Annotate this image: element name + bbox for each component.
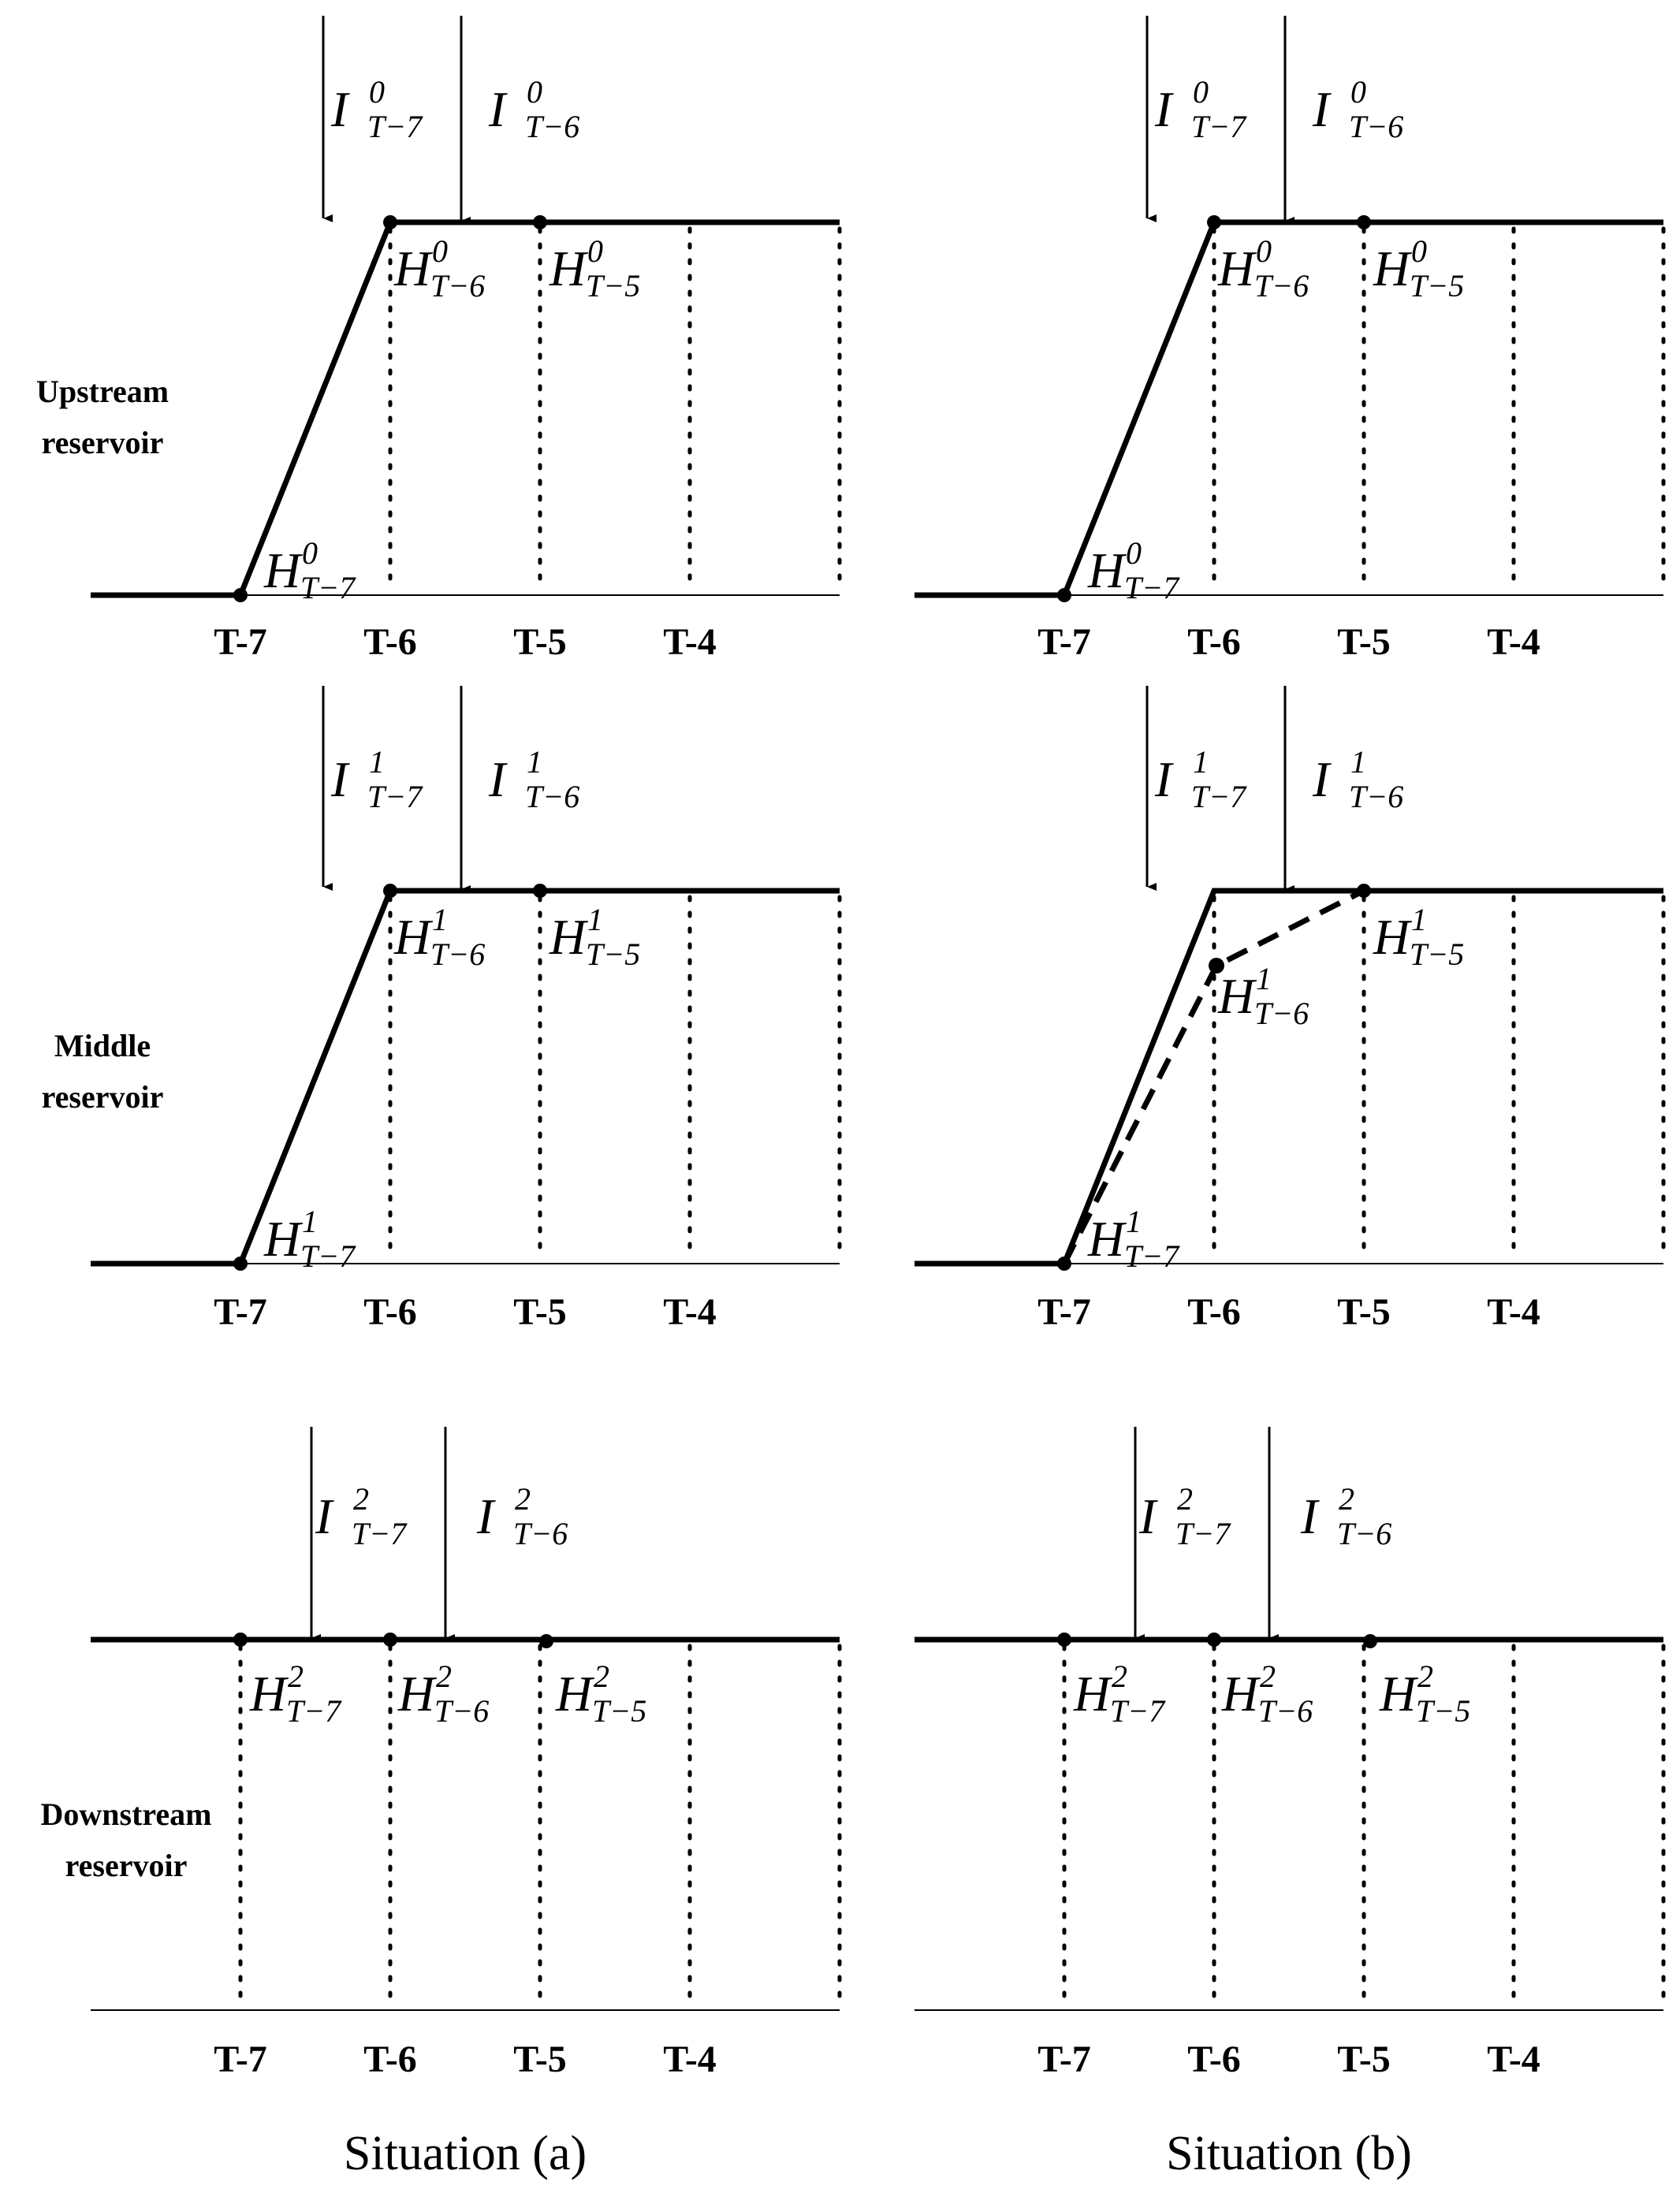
pb3-time-tick-label: T-4 [1487, 2038, 1540, 2080]
pb1-label-I-t6: I 0 T−6 [1312, 74, 1403, 144]
pb2-label-H-t5: H1 T−5 [1373, 902, 1464, 972]
pb3-time-tick-label: T-5 [1337, 2038, 1391, 2080]
pb1-point-t5 [1357, 215, 1371, 229]
pa2-time-tick-label: T-7 [214, 1291, 267, 1333]
pa2-time-tick-label: T-5 [513, 1291, 567, 1333]
pb2-water-level-line [915, 888, 1663, 1267]
pa2-point-t7 [233, 1257, 248, 1271]
pb2-adjusted-trajectory [1061, 888, 1365, 1265]
pb2-time-tick-label: T-7 [1037, 1291, 1091, 1333]
pb1-label-H-t7: H0 T−7 [1087, 535, 1180, 605]
pb2-label-I-t6: I 1 T−6 [1312, 744, 1403, 814]
pa1-panel: T-7 T-6 T-5 T-4 [91, 16, 842, 663]
pb3-panel: T-7 T-6 T-5 T-4 [915, 1427, 1666, 2080]
pa3-panel: T-7 T-6 T-5 T-4 [91, 1427, 842, 2080]
pb1-time-tick-label: T-4 [1487, 621, 1540, 663]
caption-situation-a: Situation (a) [344, 2127, 587, 2180]
pa2-point-t6 [383, 884, 397, 898]
pa2-label-H-t6: H1 T−6 [393, 902, 485, 972]
pb1-water-level-line [915, 219, 1663, 598]
pa3-point-t6 [383, 1633, 397, 1647]
pa2-time-tick-label: T-4 [663, 1291, 717, 1333]
pa3-label-H-t7: H2 T−7 [249, 1659, 342, 1729]
pa1-time-tick-label: T-5 [513, 621, 567, 663]
reservoir-label-downstream: Downstream [40, 1796, 211, 1832]
pb1-label-H-t6: H0 T−6 [1217, 233, 1309, 303]
pb3-point-t6 [1207, 1633, 1221, 1647]
pb2-time-tick-label: T-4 [1487, 1291, 1540, 1333]
pb1-panel: T-7 T-6 T-5 T-4 [915, 16, 1666, 663]
pa1-point-t5 [533, 215, 547, 229]
pa3-label-H-t6: H2 T−6 [397, 1659, 489, 1729]
pb3-label-H-t5: H2 T−5 [1379, 1659, 1470, 1729]
pa1-label-I-t7: I 0 T−7 [330, 74, 423, 144]
pa3-point-t5 [539, 1634, 553, 1648]
reservoir-label-upstream: Upstream [36, 374, 169, 409]
pa2-label-H-t7: H1 T−7 [263, 1204, 356, 1274]
pb3-point-t7 [1057, 1633, 1071, 1647]
pb2-point-t6-adjusted [1209, 958, 1224, 974]
reservoir-label-upstream-2: reservoir [42, 425, 164, 460]
pb3-time-tick-label: T-6 [1187, 2038, 1241, 2080]
pb1-time-tick-label: T-5 [1337, 621, 1391, 663]
pa2-point-t5 [533, 884, 547, 898]
pa3-label-I-t7: I 2 T−7 [315, 1481, 408, 1551]
pb1-label-H-t5: H0 T−5 [1373, 233, 1464, 303]
pb2-label-H-t7: H1 T−7 [1087, 1204, 1180, 1274]
pa3-time-tick-label: T-4 [663, 2038, 717, 2080]
pa3-label-I-t6: I 2 T−6 [476, 1481, 568, 1551]
pb2-time-tick-label: T-5 [1337, 1291, 1391, 1333]
pb1-time-tick-label: T-7 [1037, 621, 1091, 663]
pb3-label-H-t6: H2 T−6 [1221, 1659, 1313, 1729]
pa3-time-tick-label: T-7 [214, 2038, 267, 2080]
pa1-label-I-t6: I 0 T−6 [488, 74, 579, 144]
pb2-panel: T-7 T-6 T-5 T-4 [915, 686, 1666, 1333]
pb3-label-I-t6: I 2 T−6 [1300, 1481, 1391, 1551]
pa2-label-I-t6: I 1 T−6 [488, 744, 579, 814]
pb1-point-t7 [1057, 588, 1071, 602]
pa3-time-tick-label: T-5 [513, 2038, 567, 2080]
pa1-time-tick-label: T-7 [214, 621, 267, 663]
reservoir-label-downstream-2: reservoir [65, 1848, 188, 1883]
pa1-point-t7 [233, 588, 248, 602]
pa3-point-t7 [233, 1633, 248, 1647]
pa2-label-I-t7: I 1 T−7 [330, 744, 423, 814]
reservoir-label-middle-2: reservoir [42, 1079, 164, 1115]
pb3-time-tick-label: T-7 [1037, 2038, 1091, 2080]
pb2-label-I-t7: I 1 T−7 [1154, 744, 1247, 814]
pa1-point-t6 [383, 215, 397, 229]
pb3-label-I-t7: I 2 T−7 [1138, 1481, 1231, 1551]
pa2-panel: T-7 T-6 T-5 T-4 [91, 686, 842, 1333]
reservoir-label-middle: Middle [54, 1028, 151, 1063]
pb2-point-t5 [1357, 884, 1371, 898]
pa2-time-tick-label: T-6 [363, 1291, 417, 1333]
pa1-water-level-line [91, 219, 840, 598]
pa1-time-tick-label: T-6 [363, 621, 417, 663]
pb2-time-tick-label: T-6 [1187, 1291, 1241, 1333]
pa3-time-tick-label: T-6 [363, 2038, 417, 2080]
pb1-point-t6 [1207, 215, 1221, 229]
pb3-label-H-t7: H2 T−7 [1073, 1659, 1166, 1729]
pb1-label-I-t7: I 0 T−7 [1154, 74, 1247, 144]
pb2-label-H-t6: H1 T−6 [1217, 961, 1309, 1031]
pa2-label-H-t5: H1 T−5 [549, 902, 640, 972]
pa1-label-H-t6: H0 T−6 [393, 233, 485, 303]
pb1-time-tick-label: T-6 [1187, 621, 1241, 663]
pa2-water-level-line [91, 888, 840, 1267]
pa1-time-tick-label: T-4 [663, 621, 717, 663]
pb3-point-t5 [1363, 1634, 1377, 1648]
pa1-label-H-t5: H0 T−5 [549, 233, 640, 303]
caption-situation-b: Situation (b) [1166, 2127, 1412, 2180]
pa1-label-H-t7: H0 T−7 [263, 535, 356, 605]
pa3-label-H-t5: H2 T−5 [555, 1659, 646, 1729]
